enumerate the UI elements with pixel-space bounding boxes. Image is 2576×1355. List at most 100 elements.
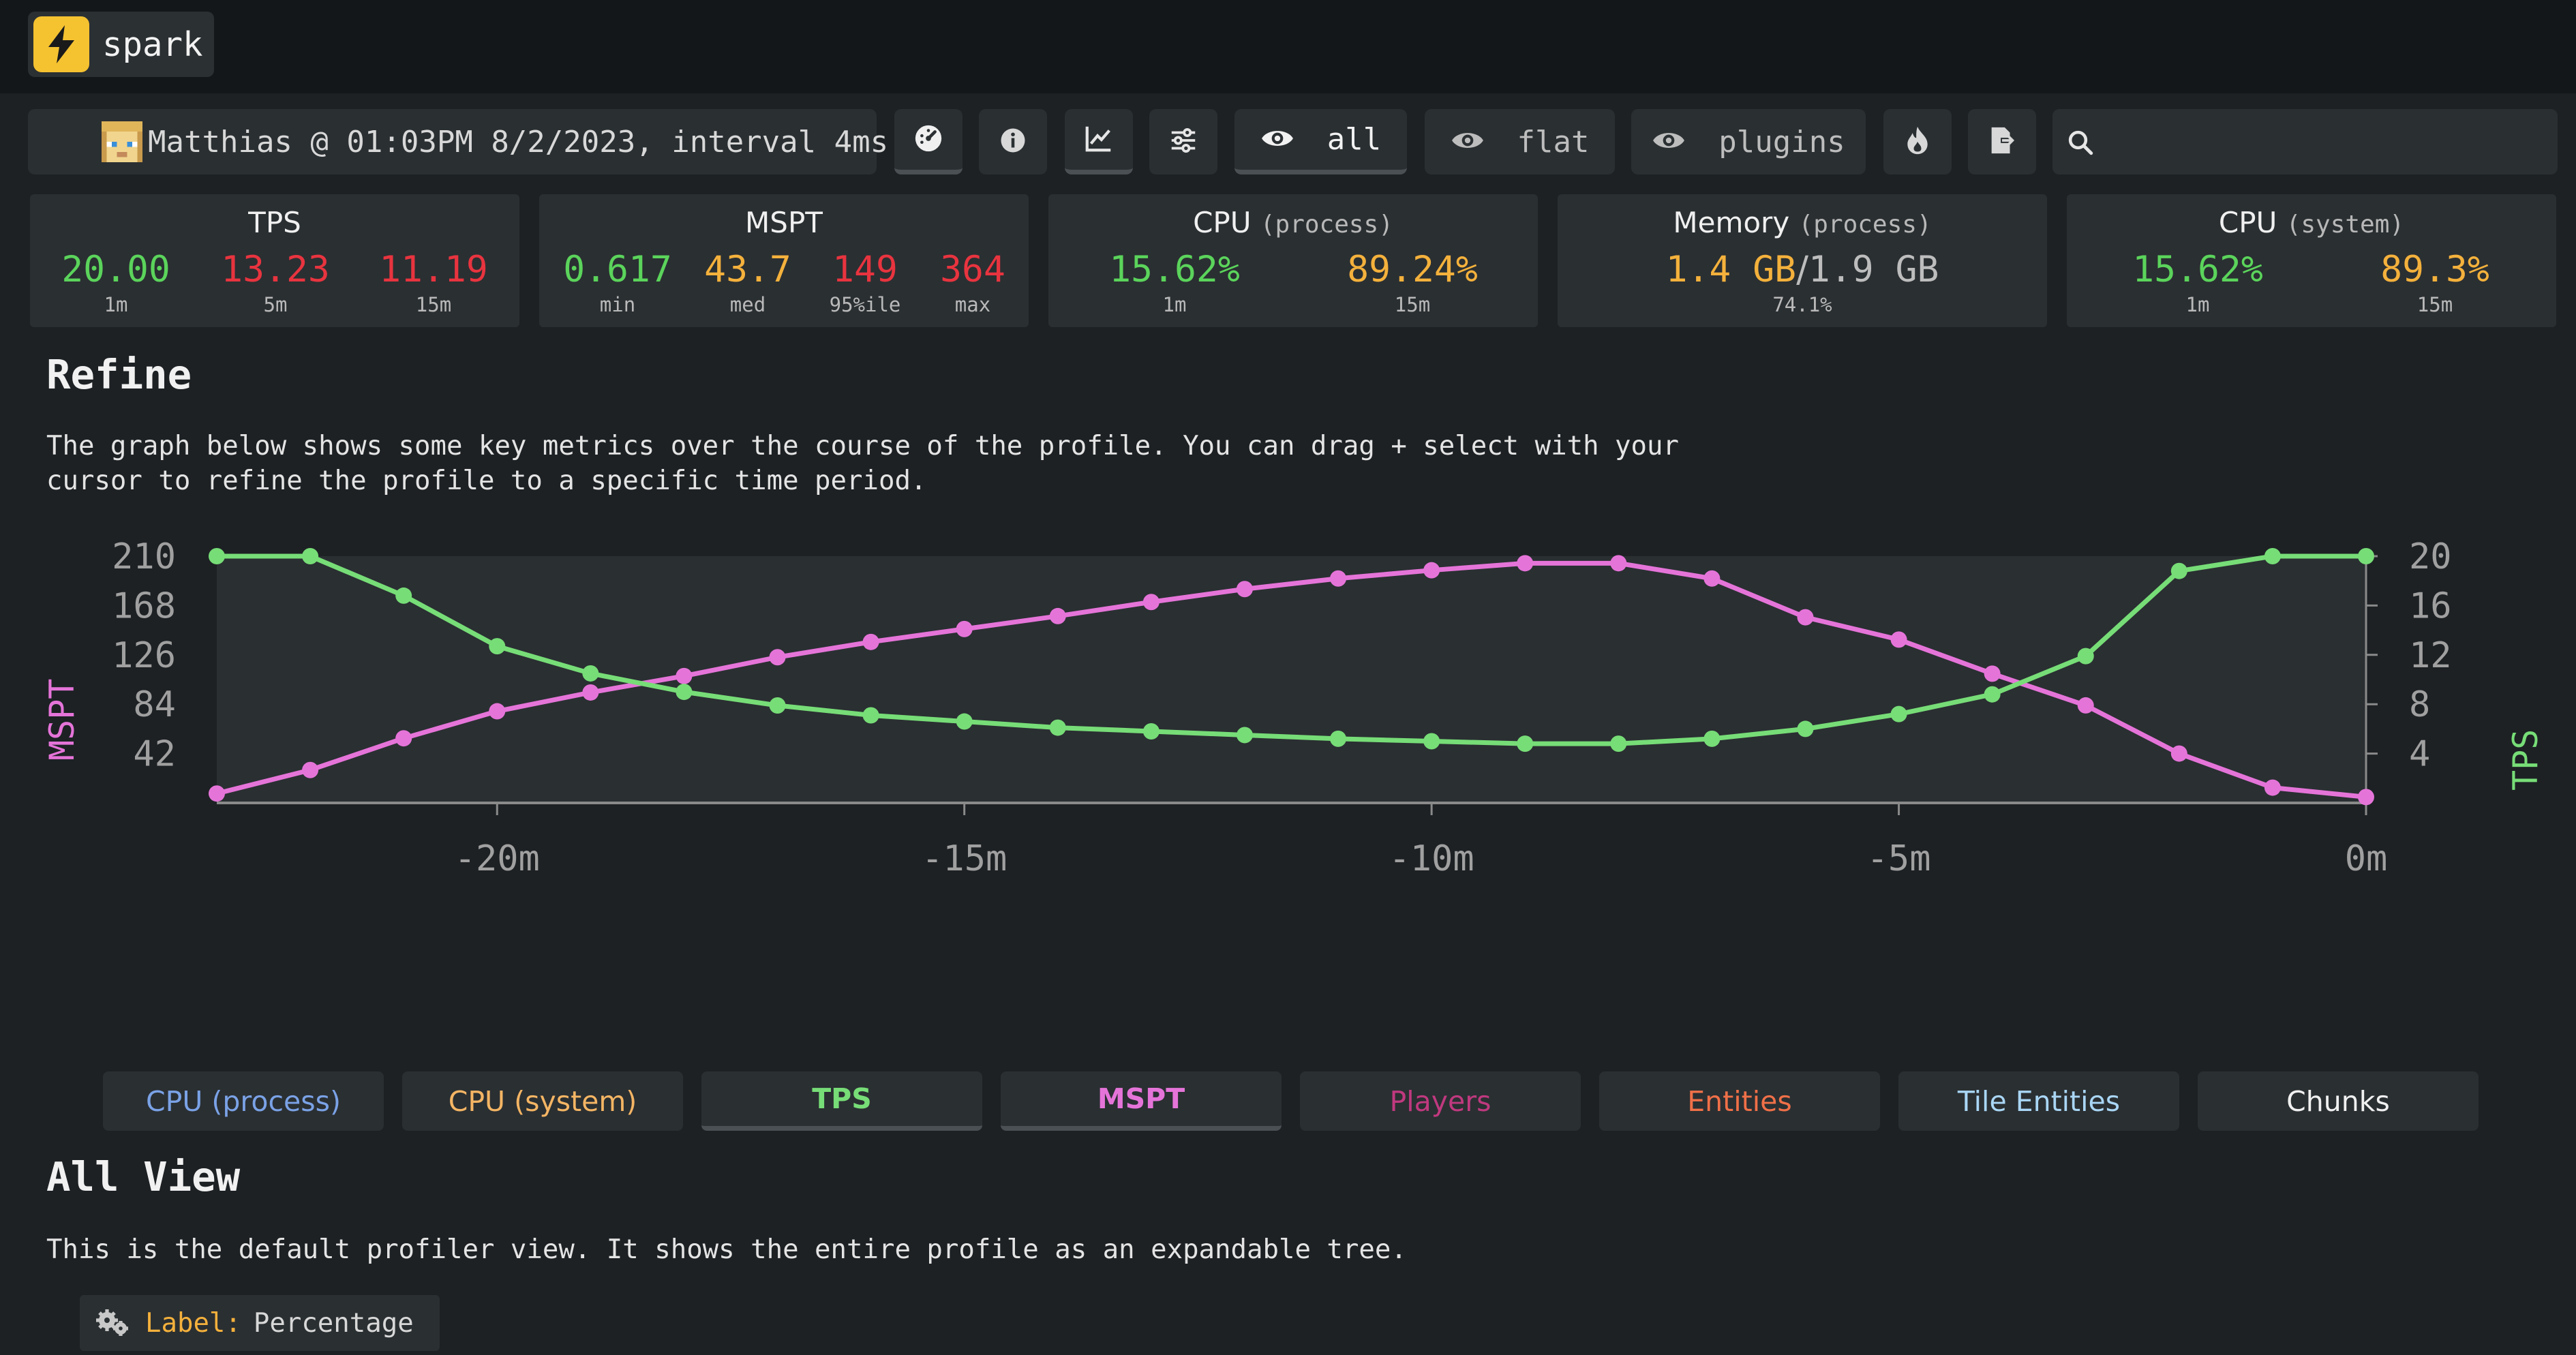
cpu-process-widget[interactable]: CPU (process) 15.62% 1m 89.24% 15m [1048, 194, 1538, 327]
export-button[interactable] [1968, 109, 2036, 174]
mspt-max: 364 max [940, 249, 1005, 316]
left-axis-label: MSPT [42, 679, 82, 761]
series-toggle-chunks[interactable]: Chunks [2198, 1071, 2479, 1131]
tps-data-point [2264, 548, 2281, 564]
tps-data-point [1330, 730, 1347, 747]
series-toggle-players[interactable]: Players [1300, 1071, 1581, 1131]
x-tick-label: 0m [2345, 838, 2388, 879]
tps-data-point [862, 707, 879, 724]
mspt-data-point [676, 667, 693, 684]
series-toggle-cpu-process[interactable]: CPU (process) [103, 1071, 384, 1131]
mspt-data-point [302, 761, 319, 778]
memory-usage: 1.4 GB/1.9 GB 74.1% [1665, 249, 1939, 316]
top-bar: spark [0, 0, 2576, 93]
view-flat-label: flat [1517, 124, 1590, 159]
app-logo[interactable]: spark [28, 12, 214, 77]
memory-widget[interactable]: Memory (process) 1.4 GB/1.9 GB 74.1% [1558, 194, 2047, 327]
tps-data-point [302, 548, 319, 564]
tps-series-line [217, 553, 2366, 746]
info-button[interactable] [979, 109, 1047, 174]
mspt-data-point [1797, 609, 1814, 626]
series-toggle-entities[interactable]: Entities [1599, 1071, 1880, 1131]
tps-15m: 11.19 15m [379, 249, 488, 316]
lightning-icon [33, 16, 89, 72]
settings-icon [1168, 125, 1199, 159]
mspt-data-point [582, 684, 599, 701]
cpu-system-15m: 89.3% 15m [2380, 249, 2489, 316]
cpu-system-widget[interactable]: CPU (system) 15.62% 1m 89.3% 15m [2067, 194, 2556, 327]
right-axis-label: TPS [2506, 729, 2545, 791]
info-icon [999, 126, 1027, 157]
view-plugins-button[interactable]: plugins [1631, 109, 1866, 174]
player-avatar-icon [102, 121, 142, 162]
mspt-data-point [2264, 779, 2281, 796]
cpu-process-1m: 15.62% 1m [1109, 249, 1240, 316]
tps-data-point [489, 638, 506, 655]
tps-data-point [1517, 735, 1534, 752]
series-toggle-mspt[interactable]: MSPT [1001, 1071, 1282, 1131]
view-plugins-label: plugins [1718, 124, 1845, 159]
eye-icon [1451, 127, 1485, 157]
graph-button[interactable] [1065, 109, 1133, 174]
refine-heading: Refine [46, 351, 192, 398]
mspt-widget[interactable]: MSPT 0.617 min 43.7 med 149 95%ile 364 max [539, 194, 1029, 327]
tps-data-point [2170, 562, 2187, 579]
gauge-icon [913, 123, 944, 157]
mspt-data-point [1142, 594, 1160, 611]
view-all-button[interactable]: all [1234, 109, 1407, 174]
flame-graph-button[interactable] [1883, 109, 1952, 174]
tps-data-point [395, 587, 412, 604]
tps-data-point [2358, 548, 2374, 564]
mspt-data-point [209, 785, 225, 802]
x-tick-label: -15m [922, 838, 1007, 879]
memory-title: Memory (process) [1673, 206, 1932, 239]
tps-data-point [1423, 733, 1440, 750]
tps-data-point [676, 684, 693, 701]
tps-5m: 13.23 5m [221, 249, 330, 316]
label-key: Label: [145, 1307, 241, 1339]
widgets-button[interactable] [894, 109, 963, 174]
mspt-data-point [2358, 789, 2374, 806]
left-tick-label: 84 [133, 684, 176, 725]
profile-metadata[interactable]: Matthias @ 01:03PM 8/2/2023, interval 4m… [28, 109, 888, 174]
mspt-data-point [956, 620, 973, 637]
mspt-data-point [2077, 697, 2094, 714]
mspt-data-point [1984, 665, 2001, 682]
mspt-data-point [489, 703, 506, 720]
tps-widget[interactable]: TPS 20.00 1m 13.23 5m 11.19 15m [30, 194, 519, 327]
eye-icon [1260, 125, 1294, 155]
plot-area[interactable] [217, 556, 2366, 803]
cpu-system-title: CPU (system) [2218, 206, 2405, 239]
flame-icon [1904, 125, 1931, 158]
tps-data-point [209, 548, 225, 564]
label-mode-button[interactable]: Label: Percentage [80, 1295, 440, 1351]
label-value: Percentage [253, 1307, 414, 1339]
tps-data-point [1703, 730, 1721, 747]
tps-data-point [1236, 727, 1253, 744]
mspt-data-point [395, 730, 412, 747]
search-bar[interactable] [2052, 109, 2558, 174]
cpu-system-1m: 15.62% 1m [2132, 249, 2263, 316]
mspt-data-point [1703, 570, 1721, 587]
cpu-process-15m: 89.24% 15m [1347, 249, 1478, 316]
export-icon [1986, 125, 2018, 159]
left-tick-label: 126 [112, 635, 176, 676]
tps-data-point [1890, 705, 1907, 722]
x-tick-label: -10m [1389, 838, 1474, 879]
mspt-data-point [769, 649, 786, 666]
view-flat-button[interactable]: flat [1425, 109, 1615, 174]
series-toggle-tps[interactable]: TPS [701, 1071, 982, 1131]
tps-data-point [1142, 723, 1160, 740]
series-toggle-cpu-system[interactable]: CPU (system) [402, 1071, 683, 1131]
mspt-data-point [1517, 555, 1534, 572]
mspt-data-point [1330, 570, 1347, 587]
all-view-description: This is the default profiler view. It sh… [46, 1234, 1407, 1265]
series-toggle-tile-entities[interactable]: Tile Entities [1898, 1071, 2179, 1131]
settings-button[interactable] [1149, 109, 1217, 174]
tps-title: TPS [248, 206, 301, 239]
right-tick-label: 20 [2409, 536, 2452, 577]
mspt-data-point [1236, 581, 1253, 598]
mspt-med: 43.7 med [704, 249, 791, 316]
right-tick-label: 16 [2409, 585, 2452, 626]
